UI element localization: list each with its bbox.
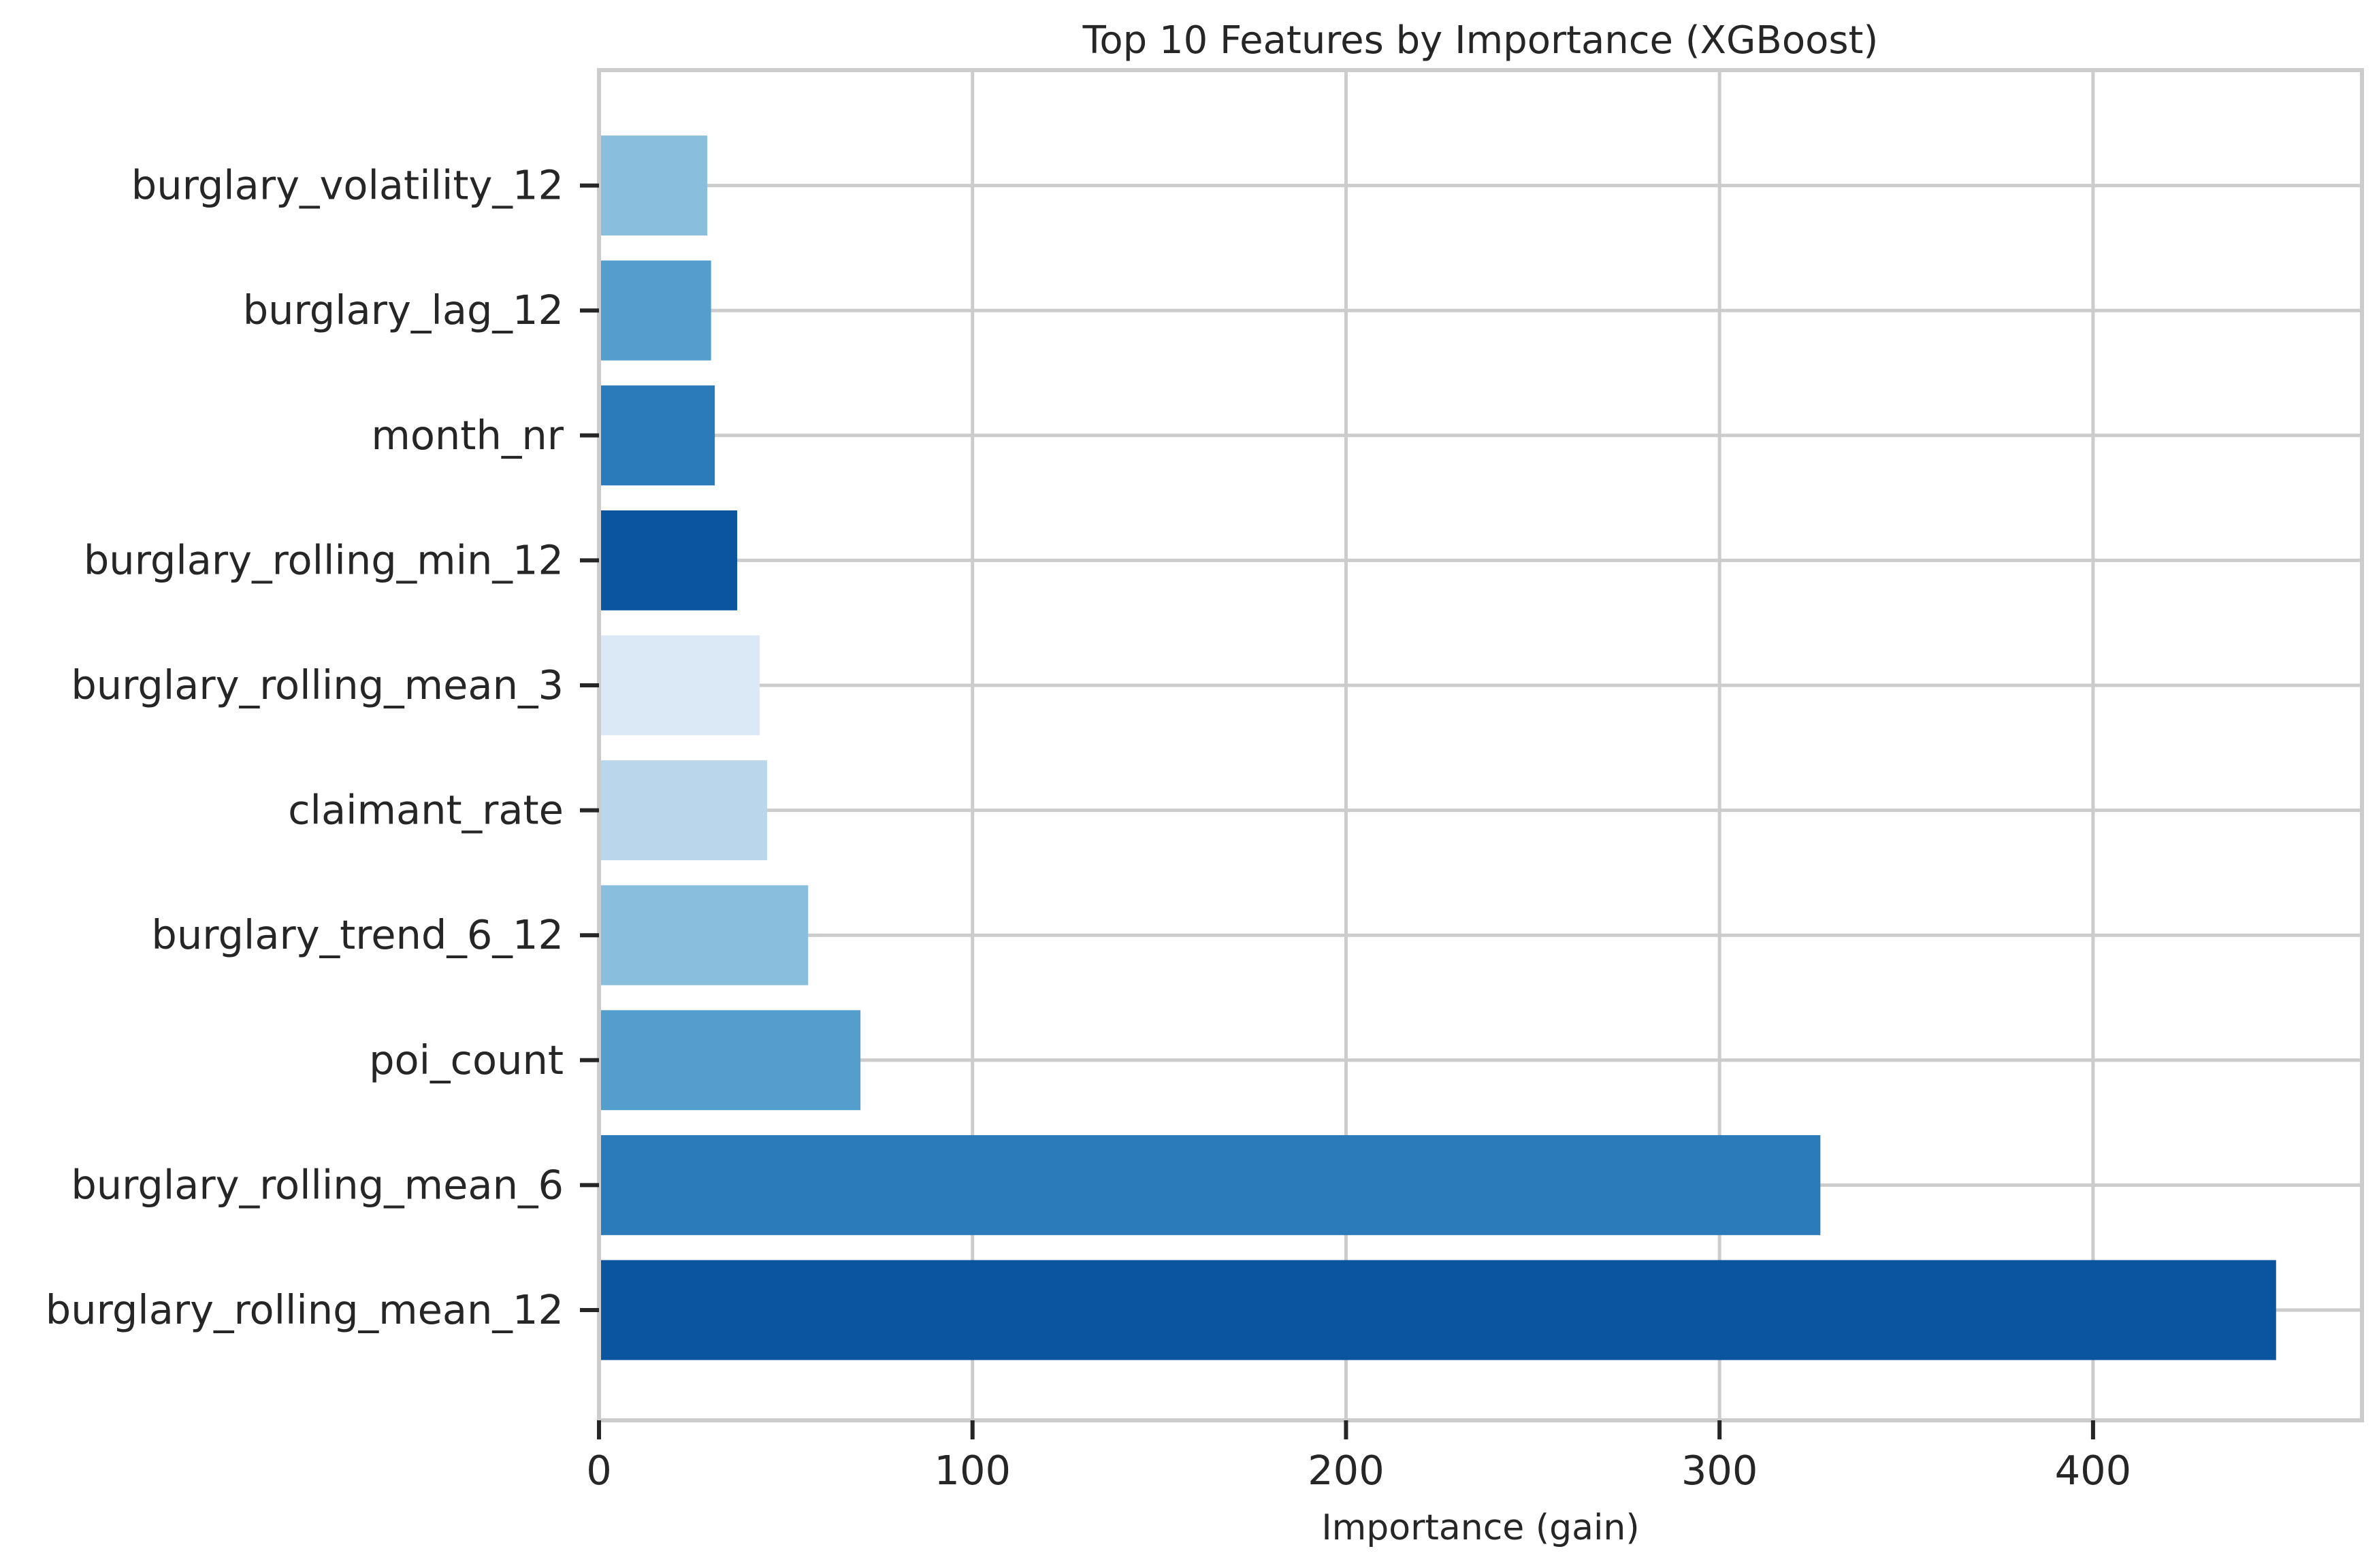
y-tick-label: claimant_rate xyxy=(288,787,564,834)
x-axis-label: Importance (gain) xyxy=(1321,1507,1639,1548)
y-axis: burglary_rolling_mean_12 burglary_rolling… xyxy=(46,162,599,1333)
bar xyxy=(599,635,760,736)
bar xyxy=(599,760,767,861)
chart-title: Top 10 Features by Importance (XGBoost) xyxy=(1082,18,1879,63)
y-tick-label: burglary_lag_12 xyxy=(243,287,564,333)
bar xyxy=(599,885,809,985)
x-tick-label: 300 xyxy=(1681,1447,1758,1494)
x-tick-label: 400 xyxy=(2055,1447,2132,1494)
bar xyxy=(599,135,708,236)
y-tick-label: burglary_rolling_mean_6 xyxy=(71,1161,564,1208)
y-tick-label: burglary_volatility_12 xyxy=(131,162,564,209)
bar xyxy=(599,1260,2276,1360)
y-tick-label: month_nr xyxy=(371,412,564,459)
x-axis: 0 100 200 300 400 xyxy=(586,1420,2131,1494)
y-tick-label: burglary_rolling_mean_12 xyxy=(46,1286,564,1333)
bars xyxy=(599,135,2276,1360)
bar xyxy=(599,510,738,610)
bar xyxy=(599,1134,1821,1235)
bar xyxy=(599,260,711,361)
y-tick-label: burglary_rolling_min_12 xyxy=(84,536,564,583)
x-tick-label: 0 xyxy=(586,1447,612,1494)
x-tick-label: 100 xyxy=(934,1447,1011,1494)
y-tick-label: burglary_trend_6_12 xyxy=(151,911,564,958)
y-tick-label: poi_count xyxy=(369,1036,564,1083)
x-tick-label: 200 xyxy=(1308,1447,1385,1494)
bar xyxy=(599,1010,861,1111)
plot-border xyxy=(597,68,2364,1422)
bar xyxy=(599,385,715,486)
plot-frame xyxy=(597,68,2364,1422)
y-tick-label: burglary_rolling_mean_3 xyxy=(71,662,564,708)
